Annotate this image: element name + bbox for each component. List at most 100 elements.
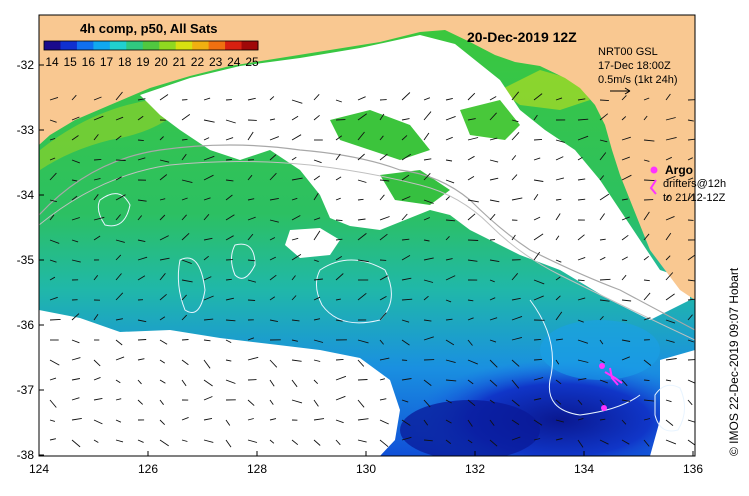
current-vector xyxy=(445,318,453,321)
current-vector xyxy=(203,237,213,241)
current-vector xyxy=(665,93,671,101)
current-vector xyxy=(49,259,57,263)
current-vector xyxy=(555,399,562,405)
colorbar-swatches xyxy=(44,41,259,50)
x-axis-label: 126 xyxy=(138,462,158,476)
current-vector xyxy=(665,379,672,382)
current-vector xyxy=(599,256,606,261)
bathymetry-contour xyxy=(39,144,695,331)
current-vector xyxy=(335,319,343,322)
current-vector xyxy=(401,118,410,121)
current-vector xyxy=(115,91,123,101)
colorbar-tick-label: 21 xyxy=(173,55,187,69)
current-vector xyxy=(511,419,520,425)
current-vector xyxy=(203,359,211,369)
current-vector xyxy=(71,378,80,381)
current-vector xyxy=(467,379,474,385)
current-vector xyxy=(643,97,650,101)
current-vector xyxy=(665,419,674,426)
current-vector xyxy=(115,356,125,361)
current-vector xyxy=(621,439,630,445)
current-vector xyxy=(291,399,303,404)
current-vector xyxy=(401,339,410,346)
current-vector xyxy=(555,198,562,201)
current-vector xyxy=(49,419,56,422)
current-vector xyxy=(71,94,77,101)
current-vector xyxy=(687,419,695,423)
colorbar-tick-label: 19 xyxy=(136,55,150,69)
current-vector xyxy=(643,317,651,321)
current-vector xyxy=(137,115,144,121)
current-vector xyxy=(225,119,236,124)
current-vector xyxy=(313,175,321,181)
current-vector xyxy=(511,336,523,341)
current-vector xyxy=(357,359,365,367)
current-vector xyxy=(533,295,544,301)
current-vector xyxy=(423,158,432,161)
current-vector xyxy=(93,158,102,161)
y-axis-label: -34 xyxy=(17,188,35,202)
current-vector xyxy=(467,92,476,101)
current-vector xyxy=(93,397,103,401)
current-vector xyxy=(665,358,677,361)
y-axis-label: -33 xyxy=(17,123,35,137)
current-vector xyxy=(137,439,144,443)
drifter-marker-icon xyxy=(649,179,657,195)
current-vector xyxy=(71,159,80,164)
current-vector xyxy=(71,313,80,321)
current-vector xyxy=(313,278,323,281)
current-vector xyxy=(665,399,672,403)
colorbar-tick-label: 14 xyxy=(45,55,59,69)
current-vector xyxy=(533,398,542,401)
current-vector xyxy=(49,399,57,408)
current-vector xyxy=(181,314,188,321)
current-vector xyxy=(203,417,213,421)
current-vector xyxy=(115,116,124,121)
current-vector xyxy=(357,113,367,121)
current-vector xyxy=(225,419,231,426)
current-vector xyxy=(225,179,234,182)
current-vector xyxy=(643,292,651,301)
current-vector xyxy=(577,98,586,101)
current-vector xyxy=(643,211,650,221)
current-vector xyxy=(423,239,430,242)
current-vector xyxy=(357,292,367,301)
current-vector xyxy=(335,375,347,381)
current-vector xyxy=(71,116,80,121)
current-vector xyxy=(423,279,434,283)
current-vector xyxy=(489,359,498,368)
current-vector xyxy=(423,319,432,322)
current-vector xyxy=(401,135,408,141)
colorbar-tick-label: 24 xyxy=(227,55,241,69)
current-vector xyxy=(643,399,654,402)
current-vector xyxy=(687,339,694,343)
current-vector xyxy=(269,399,274,405)
current-vector xyxy=(159,159,170,163)
current-vector xyxy=(511,234,516,241)
current-vector xyxy=(511,359,520,367)
colorbar-swatch xyxy=(225,41,243,50)
colorbar-title: 4h comp, p50, All Sats xyxy=(80,21,218,36)
colorbar-swatch xyxy=(93,41,111,50)
current-vector xyxy=(511,155,517,161)
current-vector xyxy=(533,216,541,221)
current-vector xyxy=(533,251,541,261)
current-vector xyxy=(203,339,211,342)
current-vector xyxy=(357,379,368,381)
current-vector xyxy=(71,259,81,263)
x-axis-label: 136 xyxy=(683,462,703,476)
current-vector xyxy=(313,359,321,362)
y-axis-labels: -32 -33 -34 -35 -36 -37 -38 xyxy=(17,58,44,462)
current-vector xyxy=(467,439,473,444)
current-vector xyxy=(423,379,432,386)
current-vector xyxy=(93,134,99,141)
current-vector xyxy=(247,279,257,283)
current-vector xyxy=(203,174,214,181)
current-vector xyxy=(401,399,409,403)
current-vector xyxy=(71,357,81,361)
isotherm-2 xyxy=(231,243,256,279)
current-vector xyxy=(577,319,584,323)
current-vector xyxy=(225,235,234,241)
current-vector xyxy=(687,359,695,361)
current-vector xyxy=(291,115,299,121)
